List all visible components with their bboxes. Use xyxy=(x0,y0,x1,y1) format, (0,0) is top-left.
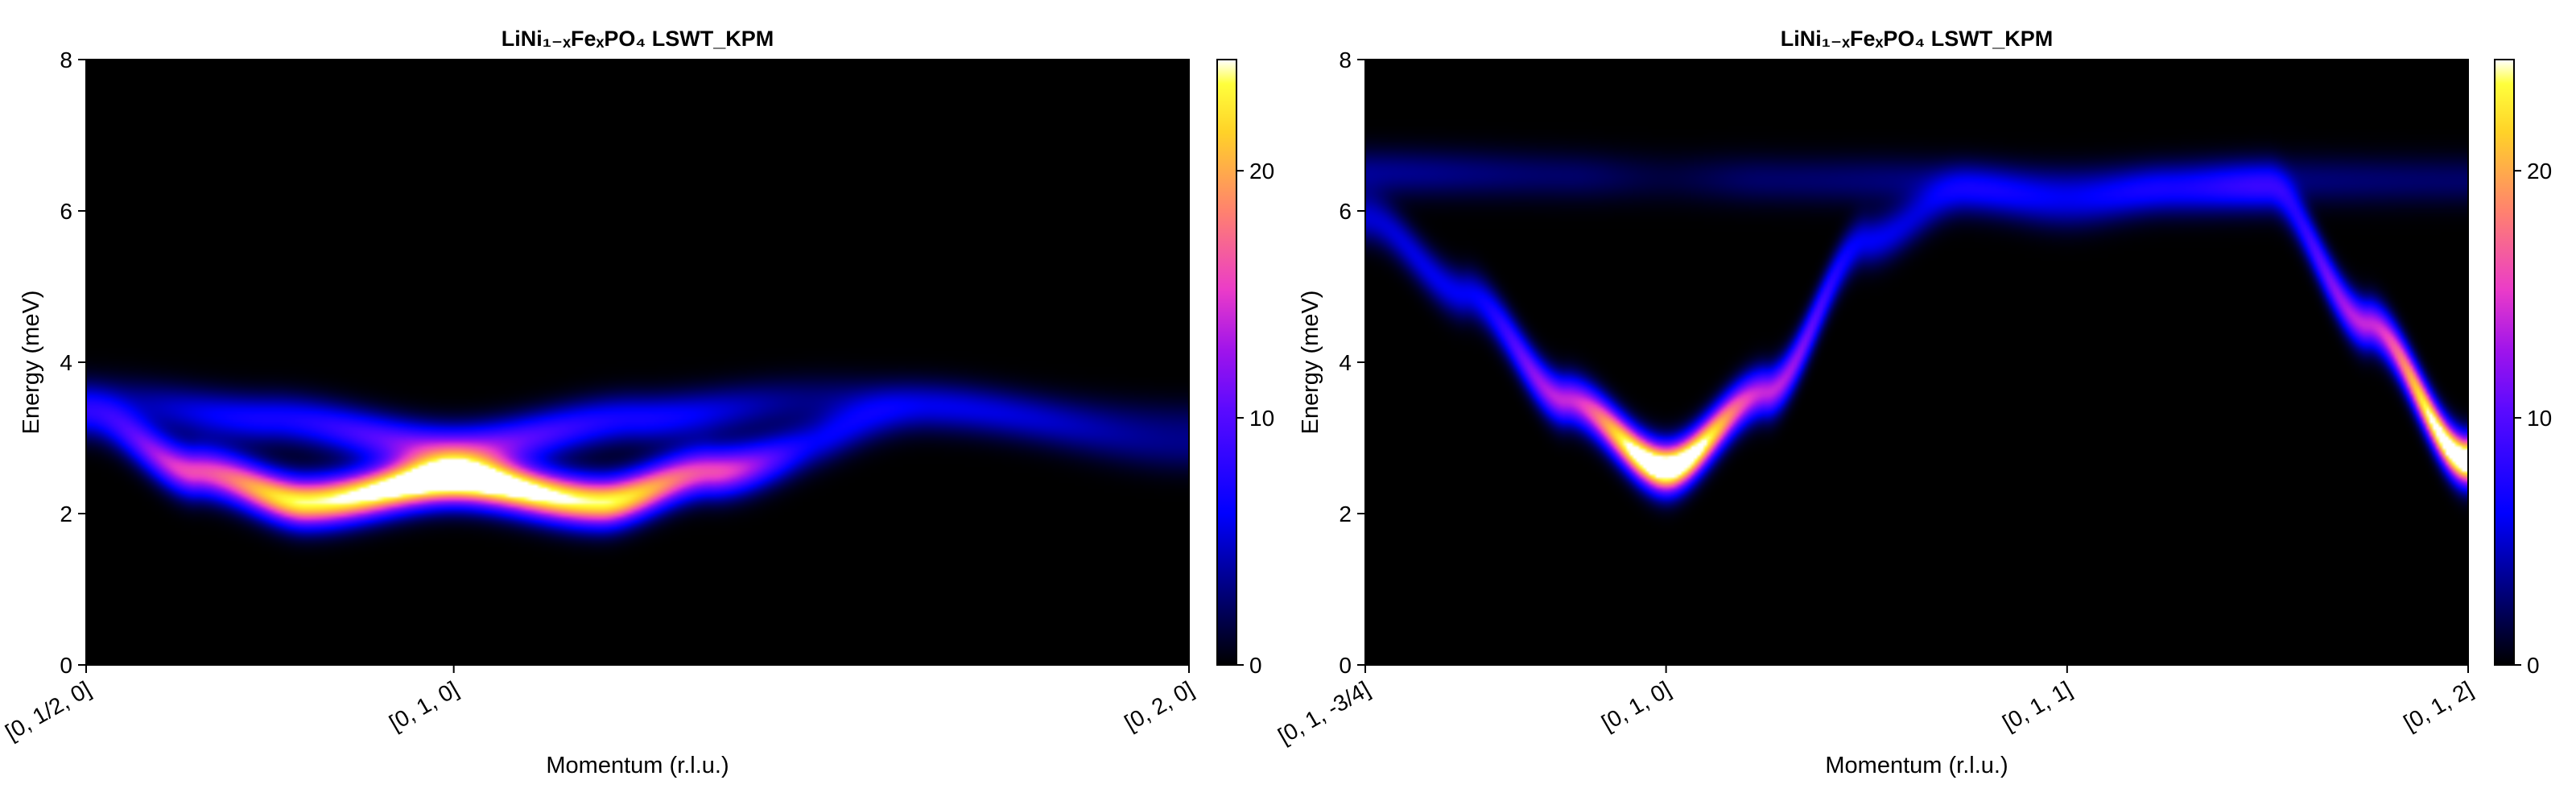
heatmap-image xyxy=(1365,60,2468,665)
x-tick-label: [0, 1, 2] xyxy=(2400,676,2477,736)
chart-2: LiNi₁₋ₓFeₓPO₄ LSWT_KPM 0 2 4 6 8 [0, 1, -3/4] [… xyxy=(1274,27,2552,778)
colorbar xyxy=(2494,59,2515,666)
chart-1: LiNi₁₋ₓFeₓPO₄ LSWT_KPM 0 2 4 6 8 [0, 1/2, 0] [0… xyxy=(1,27,1274,778)
y-tick-label: 4 xyxy=(60,350,72,375)
y-axis-label: Energy (meV) xyxy=(1298,291,1323,435)
colorbar-tick-label: 20 xyxy=(2527,159,2552,184)
y-tick-label: 8 xyxy=(60,47,72,72)
y-tick-label: 0 xyxy=(60,653,72,678)
x-tick-label: [0, 1, 0] xyxy=(385,676,462,736)
chart-title: LiNi₁₋ₓFeₓPO₄ LSWT_KPM xyxy=(1781,27,2054,51)
y-tick-label: 8 xyxy=(1339,47,1352,72)
y-tick-label: 4 xyxy=(1339,350,1352,375)
colorbar xyxy=(1216,59,1237,666)
x-tick-label: [0, 1, 1] xyxy=(1998,676,2075,736)
y-tick-label: 6 xyxy=(1339,199,1352,224)
heatmap-image xyxy=(86,60,1189,665)
colorbar-tick-label: 10 xyxy=(1249,406,1274,431)
colorbar-tick-label: 0 xyxy=(1249,653,1262,678)
y-axis-label: Energy (meV) xyxy=(19,291,44,435)
x-tick-label: [0, 1, -3/4] xyxy=(1274,676,1374,749)
colorbar-tick-label: 0 xyxy=(2527,653,2540,678)
x-tick-label: [0, 1, 0] xyxy=(1597,676,1674,736)
colorbar-tick-label: 10 xyxy=(2527,406,2552,431)
x-axis-label: Momentum (r.l.u.) xyxy=(1825,753,2008,778)
chart-title: LiNi₁₋ₓFeₓPO₄ LSWT_KPM xyxy=(502,27,774,51)
y-tick-label: 2 xyxy=(60,502,72,526)
y-tick-label: 6 xyxy=(60,199,72,224)
x-tick-label: [0, 2, 0] xyxy=(1121,676,1198,736)
y-tick-label: 2 xyxy=(1339,502,1352,526)
x-axis-label: Momentum (r.l.u.) xyxy=(546,753,729,778)
y-tick-label: 0 xyxy=(1339,653,1352,678)
x-tick-label: [0, 1/2, 0] xyxy=(1,676,95,745)
colorbar-tick-label: 20 xyxy=(1249,159,1274,184)
